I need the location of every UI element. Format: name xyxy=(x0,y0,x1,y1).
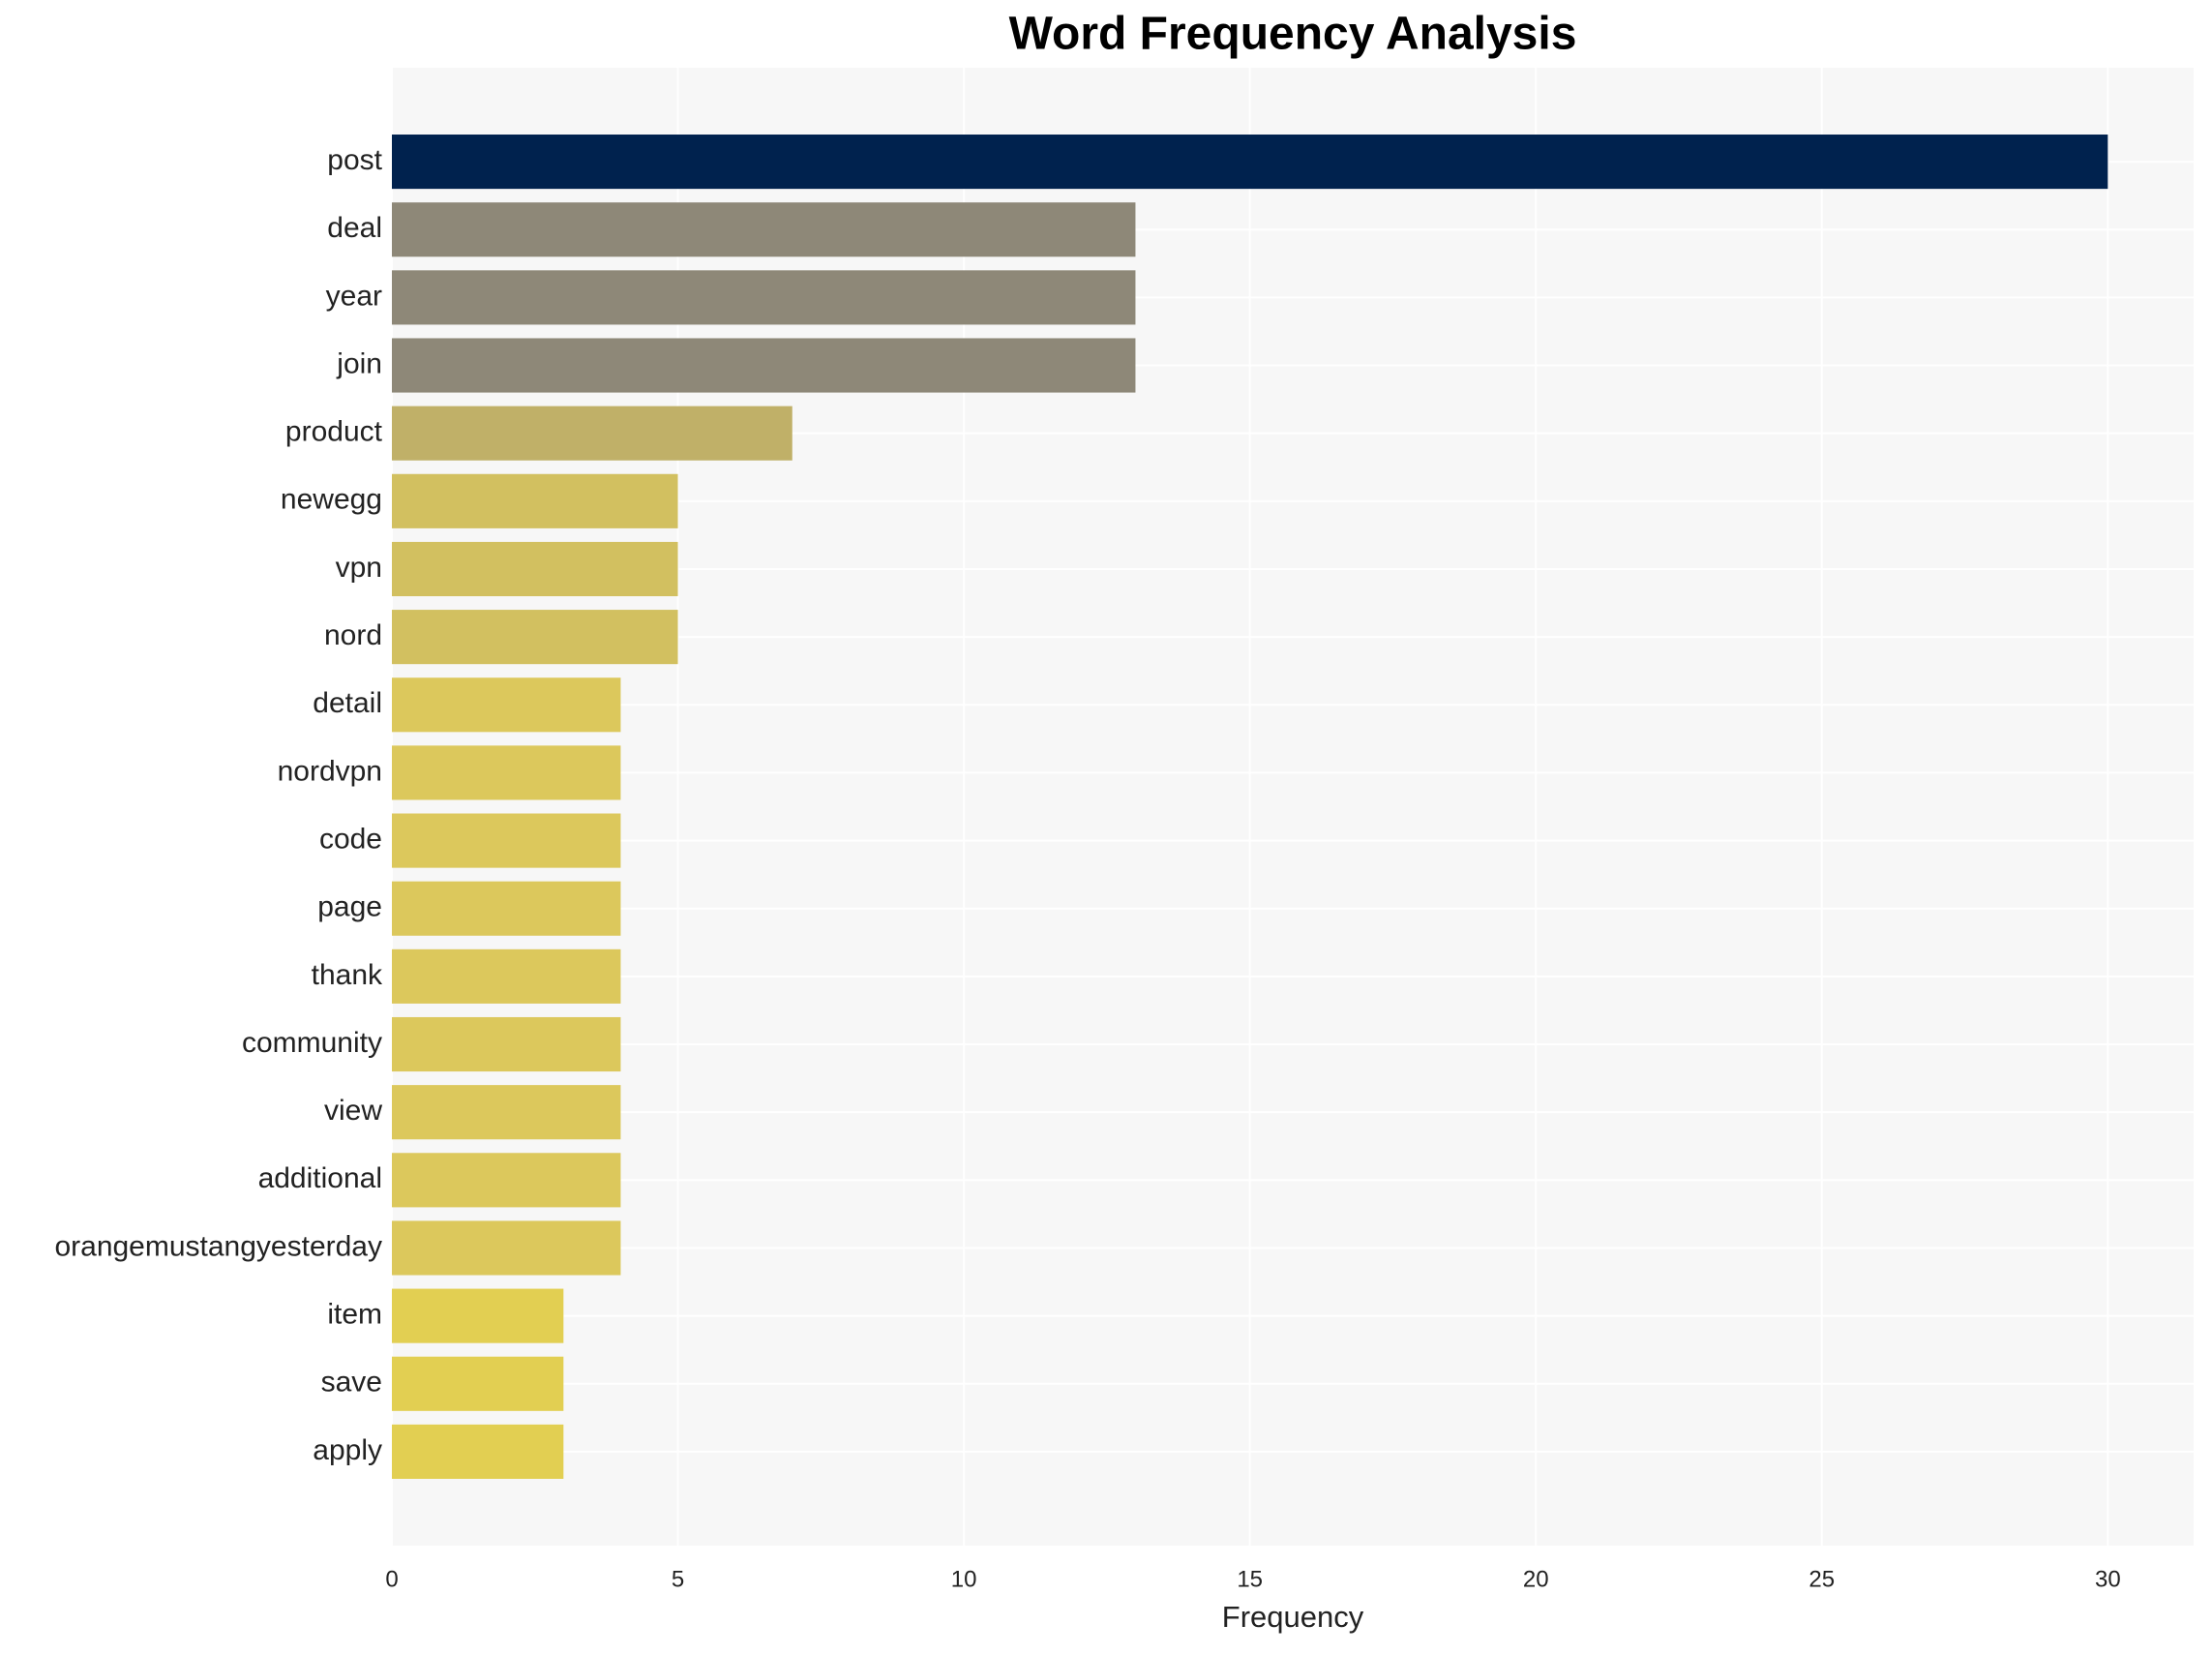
x-tick-label: 25 xyxy=(1808,1566,1835,1592)
y-tick-label: nord xyxy=(324,619,382,651)
bar xyxy=(392,677,621,733)
bar xyxy=(392,202,1136,257)
x-tick-label: 20 xyxy=(1523,1566,1549,1592)
y-tick-label: vpn xyxy=(336,552,382,584)
y-tick-label: view xyxy=(324,1095,382,1127)
y-tick-label: deal xyxy=(327,212,382,244)
y-tick-label: newegg xyxy=(281,484,382,516)
bar xyxy=(392,610,678,665)
x-tick-label: 15 xyxy=(1237,1566,1263,1592)
y-tick-label: nordvpn xyxy=(278,755,382,787)
y-tick-label: product xyxy=(285,416,383,448)
bar xyxy=(392,1016,621,1072)
y-tick-label: post xyxy=(327,144,382,176)
chart-title: Word Frequency Analysis xyxy=(1009,9,1577,60)
x-tick-label: 0 xyxy=(385,1566,398,1592)
bar xyxy=(392,1153,621,1208)
bar xyxy=(392,1220,621,1276)
y-tick-label: join xyxy=(336,347,382,379)
y-tick-label: orangemustangyesterday xyxy=(54,1230,382,1262)
bar xyxy=(392,406,792,461)
bar xyxy=(392,813,621,868)
bar xyxy=(392,541,678,597)
y-tick-label: detail xyxy=(313,687,382,719)
x-tick-label: 5 xyxy=(672,1566,684,1592)
y-tick-label: item xyxy=(327,1299,382,1331)
bar xyxy=(392,881,621,936)
bar xyxy=(392,338,1136,393)
y-tick-label: page xyxy=(317,891,382,923)
bar xyxy=(392,745,621,800)
bar xyxy=(392,135,2108,190)
x-axis-label: Frequency xyxy=(1222,1600,1364,1634)
x-tick-label: 30 xyxy=(2095,1566,2121,1592)
y-tick-label: thank xyxy=(312,959,383,991)
bar xyxy=(392,473,678,528)
bar xyxy=(392,948,621,1004)
x-tick-label: 10 xyxy=(951,1566,977,1592)
y-tick-label: code xyxy=(319,823,382,855)
y-tick-label: year xyxy=(326,280,382,312)
bar xyxy=(392,1424,564,1479)
y-tick-label: community xyxy=(242,1027,382,1059)
bar xyxy=(392,1356,564,1411)
y-tick-label: additional xyxy=(258,1162,382,1194)
bar xyxy=(392,1085,621,1140)
y-tick-label: apply xyxy=(313,1434,382,1466)
bar xyxy=(392,1288,564,1343)
bar xyxy=(392,270,1136,325)
y-tick-label: save xyxy=(321,1367,382,1399)
